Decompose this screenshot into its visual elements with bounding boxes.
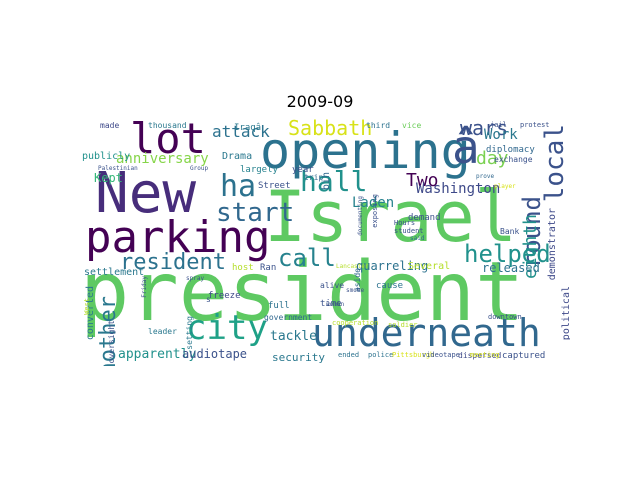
word-exposing: exposing (371, 194, 379, 228)
word-bin: bin (321, 172, 332, 191)
word-government: government (264, 313, 313, 322)
word-tackle: tackle (270, 329, 317, 344)
word-protest: protest (520, 121, 550, 129)
word-helped: helped (464, 240, 551, 268)
word-sabbath: Sabbath (288, 116, 373, 140)
word-host: host (232, 263, 254, 273)
word-woman: woman (326, 301, 345, 308)
word-alive: alive (320, 281, 345, 290)
word-cloud: president Israel New opening â parking lot unde… (80, 116, 570, 366)
word-anniversary: anniversary (116, 151, 209, 167)
word-demand: demand (408, 213, 441, 223)
word-several: Several (408, 261, 451, 272)
word-group: Group (190, 165, 209, 172)
word-pittsburgh: Pittsburgh (392, 351, 435, 359)
word-exchange: exchange (494, 155, 533, 164)
word-diplomacy: diplomacy (486, 145, 535, 155)
word-cooperation: cooperation (332, 319, 379, 327)
word-captured: captured (502, 351, 546, 361)
word-hall: hall (300, 165, 368, 198)
word-day: day (476, 148, 509, 169)
word-washington: Washington (416, 181, 501, 197)
word-ran: Ran (260, 263, 277, 273)
word-settlement: settlement (84, 267, 145, 278)
word-vice: vice (402, 121, 422, 130)
chart-title: 2009-09 (286, 92, 354, 111)
word-player: player (494, 183, 516, 190)
word-quarreling: quarreling (356, 259, 429, 273)
word-two: Two (406, 170, 439, 191)
word-meeting: meeting (470, 351, 500, 359)
word-cause: cause (376, 281, 404, 291)
word-start: start (216, 198, 295, 228)
word-west: West (83, 298, 91, 315)
word-videotape: videotape (422, 351, 460, 359)
word-jail: jail (490, 121, 507, 129)
word-largely: largely (240, 165, 278, 175)
word-laden: Laden (352, 195, 395, 211)
word-iraqa: Iraqâ (234, 123, 262, 133)
word-time: time (320, 299, 342, 309)
word-third: third (366, 121, 391, 130)
word-s: s (206, 295, 211, 304)
word-kept: Kept (94, 171, 123, 185)
word-setting: setting (185, 316, 194, 350)
word-underneath: underneath (312, 311, 541, 355)
word-student: student (394, 227, 424, 235)
word-president: president (80, 245, 525, 340)
word-oversight: oversight (107, 320, 116, 364)
word-local: local (540, 124, 570, 203)
word-made: made (100, 121, 120, 130)
word-security: security (272, 351, 325, 364)
word-prove: prove (476, 173, 495, 180)
word-city: city (186, 308, 268, 348)
word-lot: lot (130, 116, 206, 163)
word-dispersed: dispersed (458, 351, 502, 360)
word-lancaster: Lancaster (336, 263, 369, 270)
word-friday: Friday (141, 276, 148, 298)
word-street: Street (258, 181, 291, 191)
word-parking: parking (85, 212, 271, 263)
word-ended: ended (338, 351, 360, 359)
word-work: Work (484, 127, 518, 143)
word-call: call (278, 244, 336, 272)
word-soldier: soldier (388, 321, 418, 329)
word-demonstrator: demonstrator (547, 208, 558, 281)
word-released: released (482, 261, 540, 275)
word-ha: ha (220, 169, 257, 204)
word-said: said (410, 235, 425, 242)
word-wars: wars (460, 116, 509, 140)
word-publicly: publicly (82, 151, 131, 162)
word-palestinian: Palestinian (98, 165, 138, 172)
word-political: political (561, 286, 570, 341)
word-thousand: thousand (148, 121, 187, 130)
word-freeze: freeze (208, 291, 241, 301)
word-smoke: smoke (346, 287, 365, 294)
word-hours: Hours (394, 219, 416, 227)
word-full: full (268, 301, 290, 311)
word-attack: attack (212, 122, 270, 141)
word-israel: Israel (264, 176, 517, 258)
word-apparently: apparently (118, 347, 197, 362)
word-new: New (95, 161, 197, 226)
word-resident: resident (120, 250, 226, 275)
word-police: police (368, 351, 394, 359)
word-drama: Drama (222, 151, 253, 162)
word-leader: leader (148, 327, 177, 336)
word-bank: Bank (500, 227, 520, 236)
word-downtown: downtown (488, 313, 522, 321)
word-audiotape: audiotape (182, 347, 248, 361)
word-year: year (292, 165, 314, 175)
word-trip: trip (304, 173, 324, 182)
word-spray: spray (186, 275, 205, 282)
word-opening: opening (260, 122, 471, 180)
word-a: â (452, 120, 480, 174)
word-documenting: documenting (357, 196, 364, 236)
